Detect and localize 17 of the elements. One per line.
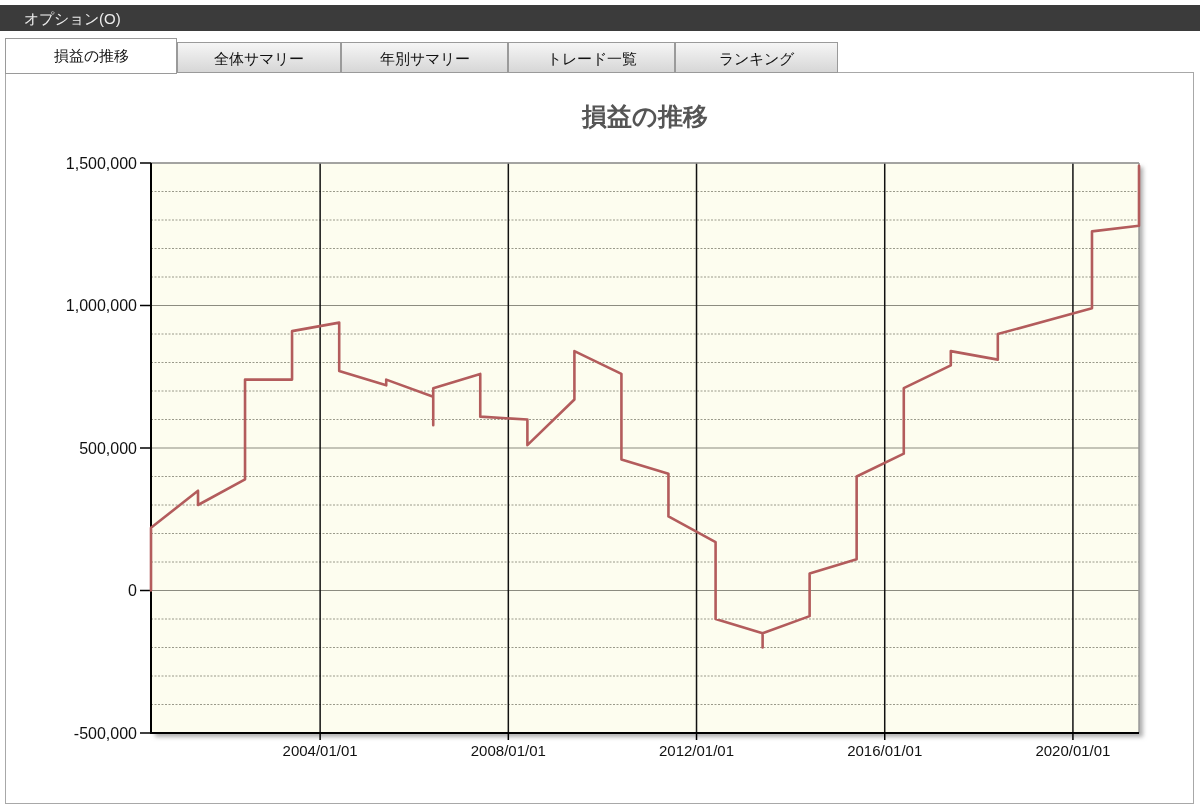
x-tick-label: 2008/01/01 xyxy=(470,742,546,759)
x-tick-label: 2020/01/01 xyxy=(1035,742,1111,759)
x-tick-label: 2004/01/01 xyxy=(282,742,358,759)
text: 損益の推移 xyxy=(53,47,129,64)
y-tick-label: 1,500,000 xyxy=(65,154,138,172)
text: 年別サマリー xyxy=(379,50,470,67)
y-tick-label: -500,000 xyxy=(73,724,138,742)
chart-title: 損益の推移 xyxy=(581,102,708,130)
x-tick-label: 2016/01/01 xyxy=(847,742,923,759)
y-tick-label: 500,000 xyxy=(79,439,138,457)
text: トレード一覧 xyxy=(546,50,637,67)
x-tick-label: 2012/01/01 xyxy=(658,742,735,759)
text: 全体サマリー xyxy=(214,50,304,67)
text: ランキング xyxy=(719,50,795,67)
y-tick-label: 0 xyxy=(128,582,138,599)
y-tick-label: 1,000,000 xyxy=(65,297,138,314)
text: オプション(O) xyxy=(24,10,121,27)
